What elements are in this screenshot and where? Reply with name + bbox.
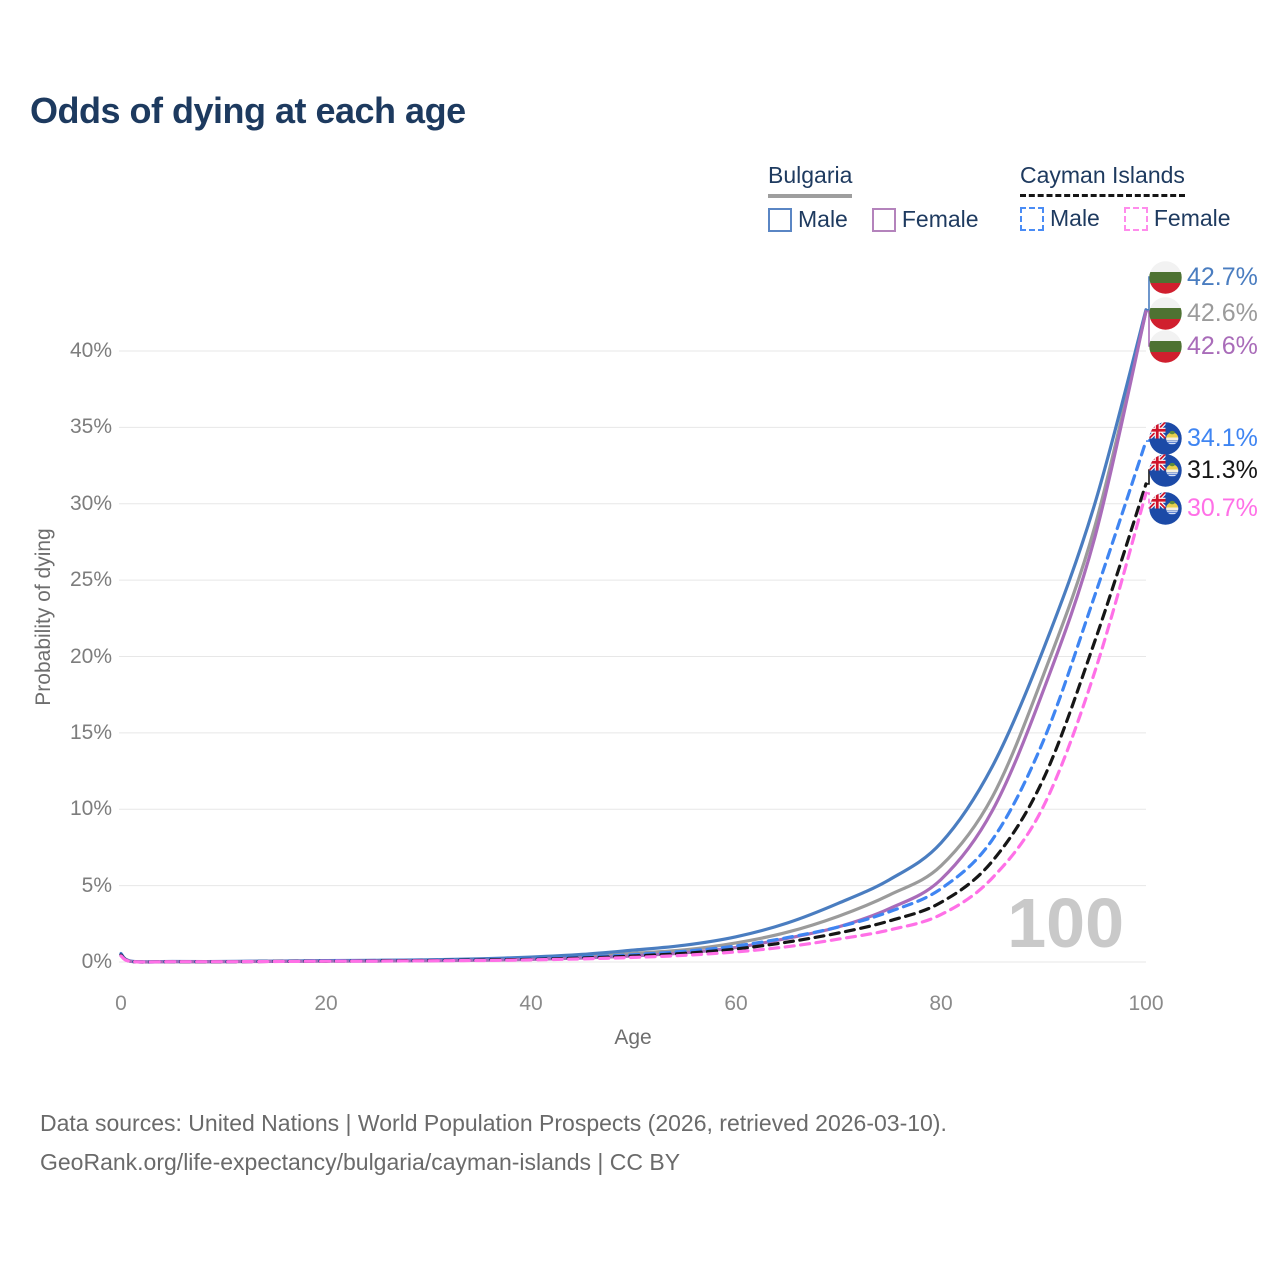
bulgaria-female-swatch-icon: [871, 207, 896, 232]
legend-item-bulgaria-male[interactable]: Male: [768, 206, 848, 233]
cayman-male-swatch-icon: [1020, 206, 1044, 231]
y-tick-label: 0%: [81, 950, 112, 973]
y-tick-label: 35%: [69, 415, 112, 439]
end-value-label: 30.7%: [1187, 493, 1258, 522]
legend-item-bulgaria-female[interactable]: Female: [871, 206, 979, 233]
series-line-bg_total: [119, 309, 1148, 964]
x-tick-label: 80: [929, 992, 953, 1015]
legend-item-cayman-female[interactable]: Female: [1123, 205, 1231, 232]
cayman-islands-flag-icon: [1149, 421, 1182, 455]
end-label-bg_female: 42.6%: [1149, 329, 1258, 363]
legend-item-cayman-male[interactable]: Male: [1020, 205, 1100, 232]
bulgaria-flag-icon: [1149, 329, 1182, 363]
end-label-ci_female: 30.7%: [1149, 491, 1258, 525]
end-label-bg_total: 42.6%: [1149, 296, 1258, 330]
legend-item-label: Female: [901, 206, 979, 232]
x-tick-label: 100: [1128, 992, 1164, 1015]
bulgaria-flag-icon: [1149, 260, 1182, 294]
end-label-bg_male: 42.7%: [1149, 260, 1258, 294]
y-tick-label: 25%: [69, 568, 112, 592]
bulgaria-male-swatch-icon: [768, 207, 792, 232]
end-value-label: 42.6%: [1187, 331, 1258, 360]
legend-title-bulgaria: Bulgaria: [768, 162, 853, 198]
legend-group-cayman-islands: Cayman Islands Male Female: [1020, 162, 1231, 232]
cayman-female-swatch-icon: [1123, 206, 1148, 231]
legend-row-bulgaria: Male Female: [768, 206, 979, 233]
bulgaria-flag-icon: [1149, 296, 1182, 330]
cayman-islands-flag-icon: [1149, 453, 1182, 487]
page-title: Odds of dying at each age: [30, 90, 466, 131]
y-tick-label: 30%: [69, 491, 112, 515]
cayman-islands-flag-icon: [1149, 491, 1182, 525]
legend-row-cayman-islands: Male Female: [1020, 205, 1231, 232]
series-line-ci_female: [119, 491, 1148, 964]
footer-data-sources: Data sources: United Nations | World Pop…: [40, 1110, 947, 1136]
x-tick-label: 60: [724, 992, 748, 1015]
x-tick-label: 20: [314, 992, 338, 1015]
x-axis-title: Age: [614, 1026, 652, 1049]
end-value-label: 42.6%: [1187, 298, 1258, 327]
legend-item-label: Male: [1050, 205, 1100, 231]
series-line-bg_female: [119, 309, 1148, 964]
legend-title-cayman-islands: Cayman Islands: [1020, 162, 1185, 197]
x-tick-label: 40: [519, 992, 543, 1015]
end-label-ci_male: 34.1%: [1149, 421, 1258, 455]
series-line-ci_total: [119, 482, 1148, 964]
end-value-label: 31.3%: [1187, 455, 1258, 484]
end-value-label: 34.1%: [1187, 423, 1258, 452]
series-line-ci_male: [119, 439, 1148, 964]
age-counter-watermark: 100: [1007, 884, 1124, 962]
legend-item-label: Female: [1153, 205, 1231, 231]
end-value-label: 42.7%: [1187, 262, 1258, 291]
y-axis-title: Probability of dying: [32, 528, 55, 706]
end-label-ci_total: 31.3%: [1149, 453, 1258, 487]
y-tick-label: 15%: [69, 720, 112, 744]
series-line-bg_male: [119, 308, 1148, 964]
legend-group-bulgaria: Bulgaria Male Female: [768, 162, 979, 233]
footer: Data sources: United Nations | World Pop…: [40, 1104, 947, 1182]
y-tick-label: 5%: [81, 873, 112, 897]
y-tick-label: 10%: [69, 797, 112, 821]
footer-attribution: GeoRank.org/life-expectancy/bulgaria/cay…: [40, 1149, 681, 1175]
leader-line-ci_male: [1146, 437, 1151, 442]
y-tick-label: 40%: [69, 339, 112, 362]
y-tick-label: 20%: [69, 644, 112, 668]
x-tick-label: 0: [115, 992, 127, 1015]
legend-item-label: Male: [798, 206, 848, 232]
